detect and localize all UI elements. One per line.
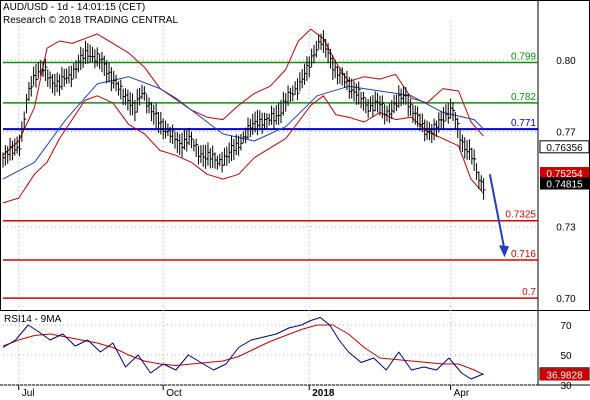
level-label-0.782: 0.782 <box>511 92 536 103</box>
x-axis: Jul Oct 2018 Apr <box>18 385 470 399</box>
rsi-tick-label: 50 <box>560 351 572 362</box>
main-frame <box>0 0 590 311</box>
price-marker-36.9828: 36.9828 <box>540 368 589 382</box>
bollinger-bands <box>2 28 484 204</box>
price-series <box>2 30 486 200</box>
price-tick-label: 0.73 <box>556 223 576 234</box>
price-marker-label: 0.74815 <box>546 179 583 190</box>
price-marker-label: 0.76356 <box>546 143 583 154</box>
forecast-arrow <box>488 174 510 258</box>
level-label-0.716: 0.716 <box>511 249 536 260</box>
price-marker-box <box>540 368 589 381</box>
price-marker-0.76356: 0.76356 <box>539 140 590 154</box>
price-tick-label: 0.80 <box>556 56 576 67</box>
x-tick-label: 2018 <box>312 388 335 399</box>
level-label-0.799: 0.799 <box>511 51 536 62</box>
price-tick-label: 0.77 <box>556 127 576 138</box>
rsi-tick-label: 30 <box>560 381 572 392</box>
price-marker-box <box>539 140 590 154</box>
moving-average <box>2 76 484 180</box>
price-marker-box <box>540 177 589 190</box>
price-marker-box <box>540 167 589 180</box>
copyright-notice: Research © 2018 TRADING CENTRAL <box>3 15 179 26</box>
x-tick-label: Jul <box>22 388 35 399</box>
price-tick-label: 0.70 <box>556 294 576 305</box>
bollinger-lower-line <box>2 95 484 204</box>
chart-title: AUD/USD - 1d - 14:01:15 (CET) <box>3 2 146 13</box>
level-label-0.7325: 0.7325 <box>505 210 536 221</box>
rsi-panel: 30507037.424336.9828 <box>2 317 590 392</box>
price-marker-0.74815: 0.74815 <box>540 177 589 190</box>
forecast-arrow-head <box>499 245 510 258</box>
x-tick-label: Apr <box>454 388 470 399</box>
rsi-line <box>2 317 484 380</box>
main-grid <box>0 0 590 386</box>
price-marker-label: 0.75254 <box>546 169 583 180</box>
rsi-title: RSI14 - 9MA <box>4 314 62 325</box>
rsi-ma-line <box>2 324 484 376</box>
price-axis: 0.70 0.73 0.77 0.80 <box>556 56 576 305</box>
forecast-arrow-shaft <box>488 174 505 248</box>
level-label-0.771: 0.771 <box>511 118 536 129</box>
rsi-tick-label: 70 <box>560 321 572 332</box>
level-label-0.7: 0.7 <box>522 287 536 298</box>
price-marker-label: 36.9828 <box>546 371 583 382</box>
moving-average-line <box>2 76 484 180</box>
level-lines: 0.799 0.782 0.771 0.7325 0.716 0.7 <box>3 51 538 299</box>
x-tick-label: Oct <box>166 388 182 399</box>
price-marker-0.75254: 0.75254 <box>540 167 589 180</box>
